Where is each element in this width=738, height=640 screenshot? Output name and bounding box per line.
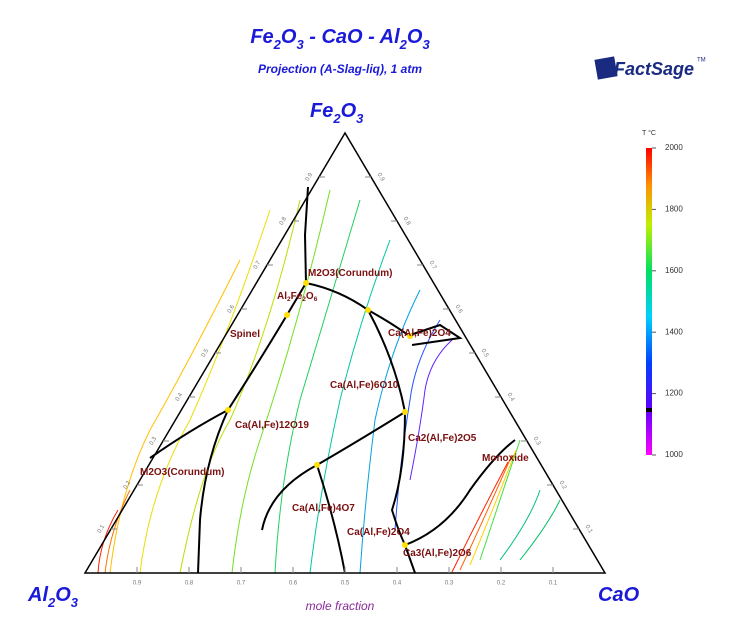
junctions xyxy=(225,280,413,548)
text-part: O xyxy=(306,291,314,302)
edge-tick-label: 0.3 xyxy=(445,581,454,587)
text-part: O xyxy=(281,26,297,48)
edge-tick-label: 0.7 xyxy=(428,260,438,271)
edge-tick-label: 0.6 xyxy=(454,304,464,315)
edge-tick-label: 0.6 xyxy=(289,581,298,587)
text-part: Fe xyxy=(291,291,303,302)
corner-label: CaO xyxy=(598,584,640,606)
phase-label: Ca(Al,Fe)2O4 xyxy=(347,527,410,538)
phase-label: Ca3(Al,Fe)2O6 xyxy=(403,548,472,559)
text-part: Al xyxy=(277,291,287,302)
subscript: 2 xyxy=(332,111,341,126)
colorbar-tick-label: 2000 xyxy=(665,143,683,152)
edge-tick-label: 0.7 xyxy=(237,581,246,587)
text-part: Ca(Al,Fe)2O4 xyxy=(347,527,410,538)
subtitle: Projection (A-Slag-liq), 1 atm xyxy=(258,62,422,76)
edge-tick-label: 0.5 xyxy=(201,348,211,359)
edge-tick-label: 0.7 xyxy=(253,260,263,271)
colorbar-tick-label: 1600 xyxy=(665,266,683,275)
subscript: 2 xyxy=(399,37,408,52)
edge-tick-label: 0.2 xyxy=(558,480,568,491)
phase-label: Ca(Al,Fe)4O7 xyxy=(292,503,355,514)
phase-label: Spinel xyxy=(230,329,260,340)
subscript: 3 xyxy=(296,37,304,52)
edge-tick-label: 0.9 xyxy=(305,172,315,183)
edge-tick-label: 0.6 xyxy=(227,304,237,315)
colorbar-tick-label: 1800 xyxy=(665,205,683,214)
text-part: Al xyxy=(27,584,48,606)
subscript: 3 xyxy=(71,595,79,610)
text-part: Ca(Al,Fe)4O7 xyxy=(292,503,355,514)
text-part: Ca(Al,Fe)12O19 xyxy=(235,420,309,431)
edge-tick-label: 0.2 xyxy=(123,480,133,491)
subscript: 2 xyxy=(287,296,291,303)
phase-label: Ca2(Al,Fe)2O5 xyxy=(408,433,477,444)
phase-label: Ca(Al,Fe)2O4 xyxy=(388,328,451,339)
subscript: 3 xyxy=(422,37,430,52)
edge-tick-label: 0.9 xyxy=(133,581,142,587)
text-part: M2O3(Corundum) xyxy=(308,268,392,279)
edge-tick-label: 0.1 xyxy=(584,524,594,535)
corner-label: Al2O3 xyxy=(27,584,79,610)
subscript: 2 xyxy=(302,296,306,303)
phase-label: Al2Fe2O6 xyxy=(277,291,318,304)
text-part: Ca3(Al,Fe)2O6 xyxy=(403,548,472,559)
isotherms xyxy=(97,189,561,574)
text-part: O xyxy=(341,100,357,122)
subscript: 2 xyxy=(273,37,282,52)
edge-tick-label: 0.4 xyxy=(393,581,402,587)
edge-tick-label: 0.5 xyxy=(480,348,490,359)
text-part: Monoxide xyxy=(482,453,529,464)
text-part: - CaO - Al xyxy=(304,26,400,48)
phase-label: Ca(Al,Fe)6O10 xyxy=(330,380,399,391)
text-part: Ca(Al,Fe)2O4 xyxy=(388,328,451,339)
edge-tick-label: 0.8 xyxy=(402,216,412,227)
edge-tick-label: 0.8 xyxy=(279,216,289,227)
edge-tick-label: 0.3 xyxy=(532,436,542,447)
colorbar xyxy=(646,148,652,455)
edge-tick-label: 0.4 xyxy=(506,392,516,403)
phase-label: M2O3(Corundum) xyxy=(140,467,224,478)
text-part: O xyxy=(55,584,71,606)
text-part: CaO xyxy=(598,584,640,606)
colorbar-tick-label: 1000 xyxy=(665,450,683,459)
colorbar-tick-label: 1200 xyxy=(665,389,683,398)
logo: FactSage TM xyxy=(594,56,706,80)
phase-label: Monoxide xyxy=(482,453,529,464)
edge-tick-label: 0.1 xyxy=(549,581,558,587)
corner-label: Fe2O3 xyxy=(310,100,364,126)
edge-tick-label: 0.1 xyxy=(97,524,107,535)
subscript: 6 xyxy=(314,296,318,303)
text-part: Ca2(Al,Fe)2O5 xyxy=(408,433,477,444)
logo-mark: TM xyxy=(697,58,706,64)
axis-title: mole fraction xyxy=(306,599,375,613)
text-part: Spinel xyxy=(230,329,260,340)
edge-tick-label: 0.2 xyxy=(497,581,506,587)
subscript: 3 xyxy=(356,111,364,126)
colorbar-title: T °C xyxy=(642,129,656,137)
edge-tick-label: 0.8 xyxy=(185,581,194,587)
colorbar-tick-label: 1400 xyxy=(665,327,683,336)
text-part: O xyxy=(407,26,423,48)
text-part: M2O3(Corundum) xyxy=(140,467,224,478)
phase-label: Ca(Al,Fe)12O19 xyxy=(235,420,309,431)
subscript: 2 xyxy=(47,595,56,610)
text-part: Fe xyxy=(310,100,333,122)
text-part: Fe xyxy=(250,26,273,48)
edge-tick-label: 0.5 xyxy=(341,581,350,587)
edge-tick-label: 0.3 xyxy=(149,436,159,447)
text-part: Ca(Al,Fe)6O10 xyxy=(330,380,399,391)
colorbar-marker xyxy=(646,408,652,412)
logo-text: FactSage xyxy=(614,59,694,79)
edge-tick-label: 0.4 xyxy=(175,392,185,403)
title: Fe2O3 - CaO - Al2O3 xyxy=(250,26,430,52)
phase-label: M2O3(Corundum) xyxy=(308,268,392,279)
edge-tick-label: 0.9 xyxy=(376,172,386,183)
